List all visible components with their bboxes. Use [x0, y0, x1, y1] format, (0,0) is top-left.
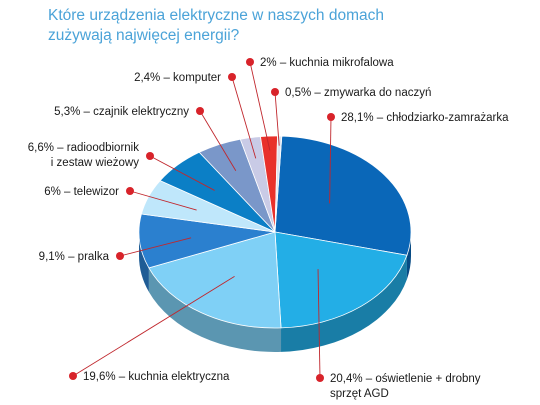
slice-label-6-line-1: 6,6% – radioodbiornik — [28, 142, 139, 154]
slice-label-6-line-2: i zestaw wieżowy — [51, 157, 139, 169]
leader-line-10 — [274, 91, 280, 146]
slice-label-1: 28,1% – chłodziarko-zamrażarka — [341, 112, 509, 124]
pie-labels: 28,1% – chłodziarko-zamrażarka 20,4% – oś… — [28, 57, 509, 400]
label-marker-7 — [196, 107, 204, 115]
label-marker-1 — [327, 113, 335, 121]
leader-line-1 — [329, 116, 332, 204]
slice-label-2-line-2: sprzęt AGD — [330, 388, 389, 400]
chart-title-line-1: Które urządzenia elektryczne w naszych d… — [48, 7, 384, 24]
slice-label-4: 9,1% – pralka — [39, 251, 110, 263]
leader-line-2 — [317, 269, 321, 379]
label-marker-5 — [126, 187, 134, 195]
pie-top — [138, 135, 412, 329]
leader-line-7 — [199, 110, 237, 171]
label-marker-9 — [246, 58, 254, 66]
leader-line-5 — [129, 190, 197, 211]
pie-slice-3 — [148, 231, 282, 329]
label-marker-6 — [146, 152, 154, 160]
leader-line-4 — [119, 237, 192, 257]
slice-label-10: 0,5% – zmywarka do naczyń — [285, 87, 431, 99]
leader-line-9 — [249, 61, 271, 151]
pie-slice-2 — [274, 231, 408, 329]
pie-slice-side-4 — [139, 232, 149, 292]
pie-slice-side-3 — [148, 267, 282, 353]
leader-line-6 — [149, 155, 215, 191]
slice-label-9: 2% – kuchnia mikrofalowa — [260, 57, 394, 69]
label-marker-3 — [69, 372, 77, 380]
slice-label-3: 19,6% – kuchnia elektryczna — [83, 371, 230, 383]
pie-slice-side-2 — [281, 255, 407, 352]
label-marker-10 — [271, 88, 279, 96]
label-marker-2 — [316, 374, 324, 382]
pie-slice-1 — [274, 135, 412, 256]
slice-label-5: 6% – telewizor — [44, 186, 119, 198]
leader-line-8 — [231, 76, 257, 159]
pie-slice-10 — [274, 135, 283, 233]
slice-label-2-line-1: 20,4% – oświetlenie + drobny — [330, 373, 481, 385]
slice-label-7: 5,3% – czajnik elektryczny — [54, 106, 189, 118]
chart-title-line-2: zużywają najwięcej energii? — [48, 27, 240, 44]
slice-label-8: 2,4% – komputer — [134, 72, 221, 84]
chart-title: Które urządzenia elektryczne w naszych d… — [48, 6, 408, 46]
leader-line-3 — [72, 276, 235, 377]
label-marker-4 — [116, 252, 124, 260]
label-marker-8 — [228, 73, 236, 81]
